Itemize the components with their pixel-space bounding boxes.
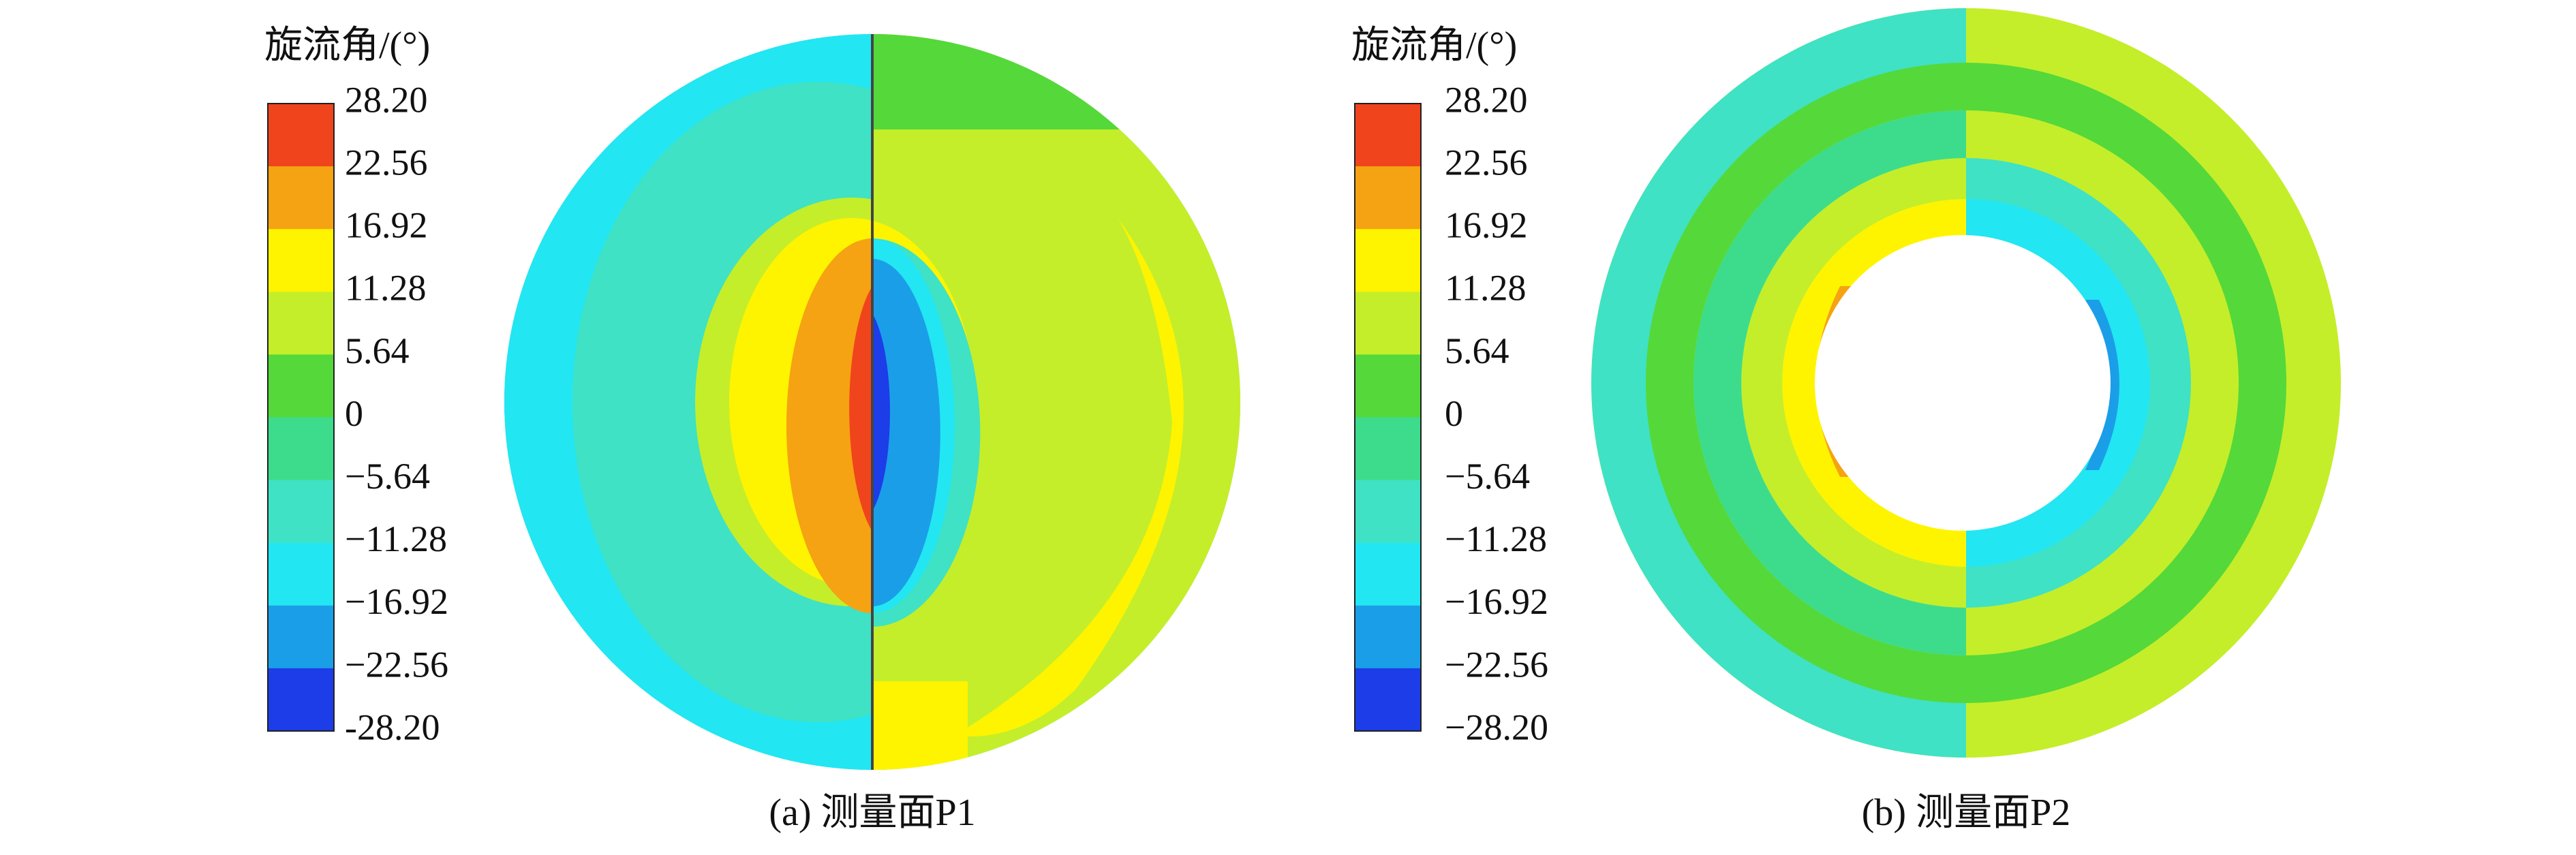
colorbar-label: 11.28 <box>345 268 427 309</box>
colorbar-label: 22.56 <box>1445 142 1528 183</box>
colorbar-band <box>268 104 334 167</box>
colorbar-label: 16.92 <box>1445 205 1528 246</box>
colorbar-band <box>268 417 334 481</box>
colorbar-label: 28.20 <box>1445 79 1528 120</box>
colorbar-label: −16.92 <box>345 581 448 622</box>
colorbar-band <box>268 292 334 355</box>
colorbar-label: 11.28 <box>1445 268 1527 309</box>
colorbar-band <box>1355 104 1421 167</box>
colorbar-label: 16.92 <box>345 205 428 246</box>
colorbar-label: 22.56 <box>345 142 428 183</box>
colorbar-band <box>1355 668 1421 732</box>
colorbar-band <box>1355 417 1421 481</box>
caption: (a) 测量面P1 <box>769 792 975 834</box>
colorbar-label: −11.28 <box>1445 518 1547 559</box>
contour-p2 <box>1591 8 2341 758</box>
colorbar-band <box>1355 605 1421 669</box>
colorbar-title: 旋流角/(°) <box>1351 25 1517 67</box>
colorbar-label: −28.20 <box>1445 706 1548 747</box>
colorbar-label: 28.20 <box>345 79 428 120</box>
colorbar-label: −5.64 <box>1445 456 1530 497</box>
colorbar-band <box>268 605 334 669</box>
colorbar-band <box>1355 292 1421 355</box>
colorbar-band <box>268 354 334 418</box>
colorbar-label: 5.64 <box>1445 330 1509 371</box>
colorbar-label: −22.56 <box>1445 644 1548 685</box>
caption: (b) 测量面P2 <box>1862 792 2070 834</box>
colorbar-band <box>1355 542 1421 606</box>
colorbar-label: 0 <box>1445 393 1463 434</box>
colorbar-band <box>1355 229 1421 292</box>
colorbar-frame <box>267 103 335 732</box>
colorbar-label: −5.64 <box>345 456 430 497</box>
colorbar-band <box>1355 354 1421 418</box>
colorbar-label: −16.92 <box>1445 581 1548 622</box>
colorbar-band <box>268 480 334 544</box>
colorbar-label: −11.28 <box>345 518 447 559</box>
colorbar-label: -28.20 <box>345 706 440 747</box>
colorbar-title: 旋流角/(°) <box>264 25 430 67</box>
colorbar-band <box>1355 166 1421 230</box>
colorbar-band <box>268 166 334 230</box>
colorbar-label: −22.56 <box>345 644 448 685</box>
colorbar-frame <box>1354 103 1422 732</box>
colorbar-label: 5.64 <box>345 330 410 371</box>
contour-p1 <box>504 34 1240 770</box>
colorbar-band <box>268 229 334 292</box>
colorbar-band <box>268 542 334 606</box>
colorbar-label: 0 <box>345 393 363 434</box>
colorbar-band <box>268 668 334 732</box>
colorbar-band <box>1355 480 1421 544</box>
